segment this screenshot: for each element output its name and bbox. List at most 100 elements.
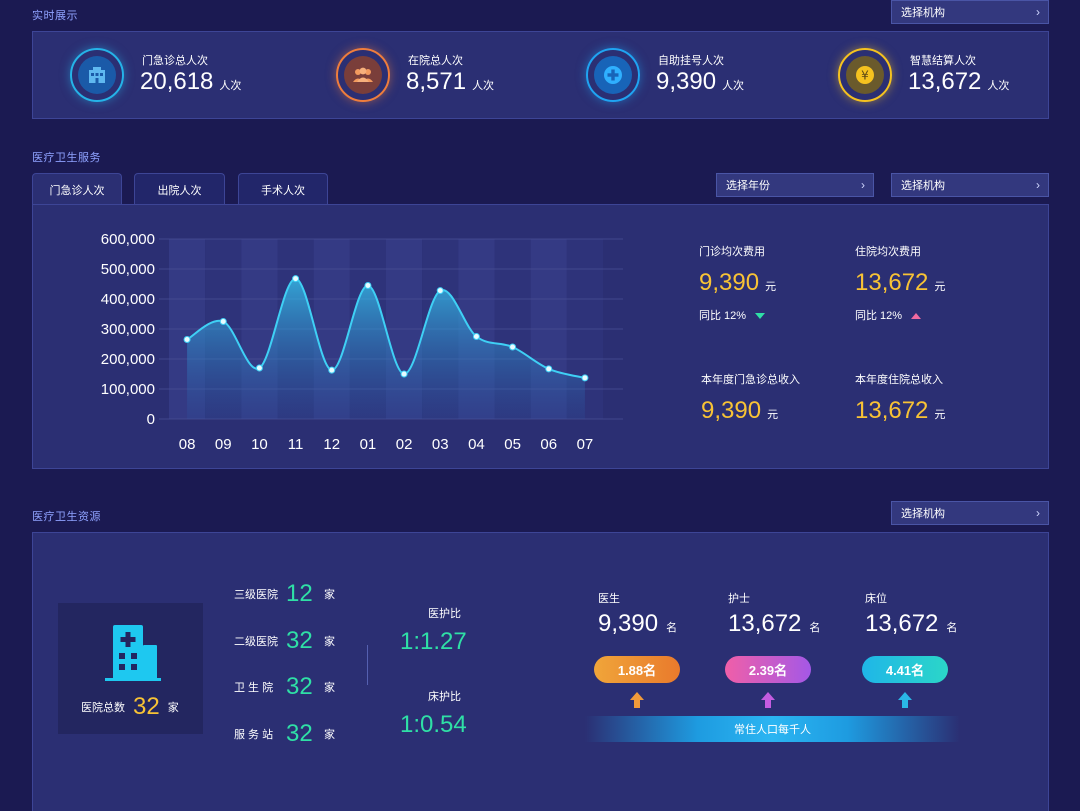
- level-value: 32: [286, 673, 313, 700]
- service-select-org[interactable]: 选择机构 ›: [891, 173, 1049, 197]
- chart-data-point: [581, 374, 589, 382]
- chart-y-tick-label: 100,000: [101, 381, 155, 398]
- ratio-label-bed-nurse: 床护比: [428, 691, 461, 703]
- stat-label: 在院总人次: [408, 55, 463, 67]
- fee-value: 9,390 元: [701, 397, 800, 425]
- staff-unit: 名: [946, 622, 958, 634]
- per-thousand-doctors-badge: 1.88名: [594, 656, 680, 683]
- chart-x-tick-label: 02: [396, 436, 413, 453]
- level-value: 32: [286, 627, 313, 654]
- hospital-total-value: 32: [133, 693, 160, 720]
- fee-unit: 元: [767, 409, 779, 421]
- fee-value: 13,672 元: [855, 397, 945, 425]
- chart-y-tick-label: 400,000: [101, 291, 155, 308]
- chevron-right-icon: ›: [1036, 506, 1040, 520]
- yen-coin-icon: ¥: [838, 48, 892, 102]
- stat-number: 8,571: [406, 68, 467, 95]
- stat-value: 9,390 人次: [656, 68, 744, 96]
- realtime-select-org-label: 选择机构: [901, 7, 945, 19]
- service-select-org-label: 选择机构: [901, 180, 945, 192]
- stat-value: 20,618 人次: [140, 68, 241, 96]
- staff-number: 13,672: [865, 610, 939, 637]
- level-row-tertiary: 三级医院 12 家: [234, 580, 335, 608]
- resources-select-org-label: 选择机构: [901, 508, 945, 520]
- stat-number: 13,672: [908, 68, 982, 95]
- per-thousand-population-bar: 常住人口每千人: [585, 716, 960, 742]
- level-unit: 家: [324, 636, 335, 648]
- tab-discharge[interactable]: 出院人次: [134, 173, 225, 205]
- chart-data-point: [436, 287, 444, 295]
- staff-number: 13,672: [728, 610, 802, 637]
- level-label: 服 务 站: [234, 729, 274, 741]
- chart-data-point: [328, 366, 336, 374]
- chart-data-point: [509, 343, 517, 351]
- staff-number: 9,390: [598, 610, 659, 637]
- staff-value: 9,390 名: [598, 610, 677, 638]
- chart-x-tick-label: 04: [468, 436, 485, 453]
- fee-number: 9,390: [701, 397, 762, 424]
- people-group-icon: [336, 48, 390, 102]
- level-label: 三级医院: [234, 589, 278, 601]
- fee-inpatient-avg: 住院均次费用 13,672 元 同比 12%: [855, 243, 945, 323]
- level-value: 32: [286, 720, 313, 747]
- trend-up-icon: [911, 313, 922, 319]
- fee-unit: 元: [934, 409, 946, 421]
- select-year[interactable]: 选择年份 ›: [716, 173, 874, 197]
- arrow-up-icon: [898, 692, 912, 708]
- fee-outpatient-income: 本年度门急诊总收入 9,390 元: [701, 371, 800, 425]
- ratio-value-doctor-nurse: 1:1.27: [400, 628, 467, 655]
- chart-data-point: [255, 364, 263, 372]
- stat-value: 13,672 人次: [908, 68, 1009, 96]
- chart-x-tick-label: 12: [323, 436, 340, 453]
- level-row-health-center: 卫 生 院 32 家: [234, 673, 335, 701]
- fee-yoy: 同比 12%: [855, 307, 945, 323]
- svg-text:¥: ¥: [861, 69, 869, 83]
- chart-x-tick-label: 05: [504, 436, 521, 453]
- chart-data-point: [292, 275, 300, 283]
- arrow-up-icon: [630, 692, 644, 708]
- staff-beds: 床位 13,672 名: [865, 590, 957, 638]
- chart-x-tick-label: 01: [360, 436, 377, 453]
- staff-label: 护士: [728, 593, 750, 605]
- fee-label: 门诊均次费用: [699, 246, 765, 258]
- per-thousand-nurses-badge: 2.39名: [725, 656, 811, 683]
- ratio-value-bed-nurse: 1:0.54: [400, 711, 467, 738]
- fee-inpatient-income: 本年度住院总收入 13,672 元: [855, 371, 945, 425]
- fee-yoy: 同比 12%: [699, 307, 776, 323]
- chart-data-point: [183, 336, 191, 343]
- hospital-total-unit: 家: [167, 702, 179, 714]
- staff-nurses: 护士 13,672 名: [728, 590, 820, 638]
- realtime-select-org[interactable]: 选择机构 ›: [891, 0, 1049, 24]
- fee-unit: 元: [765, 281, 777, 293]
- chart-y-tick-label: 300,000: [101, 321, 155, 338]
- staff-doctors: 医生 9,390 名: [598, 590, 677, 638]
- level-unit: 家: [324, 729, 335, 741]
- stat-label: 智慧结算人次: [910, 55, 976, 67]
- chart-x-tick-label: 06: [540, 436, 557, 453]
- fee-unit: 元: [934, 281, 946, 293]
- ratio-label-doctor-nurse: 医护比: [428, 608, 461, 620]
- level-row-secondary: 二级医院 32 家: [234, 627, 335, 655]
- level-row-service-station: 服 务 站 32 家: [234, 720, 335, 748]
- fee-yoy-text: 同比 12%: [699, 310, 747, 322]
- stat-unit: 人次: [987, 80, 1010, 92]
- chart-y-tick-label: 500,000: [101, 261, 155, 278]
- tab-outpatient[interactable]: 门急诊人次: [32, 173, 122, 206]
- chart-x-tick-label: 09: [215, 436, 232, 453]
- stat-value: 8,571 人次: [406, 68, 494, 96]
- stat-unit: 人次: [219, 80, 242, 92]
- staff-unit: 名: [809, 622, 821, 634]
- chart-x-tick-label: 08: [179, 436, 196, 453]
- chevron-right-icon: ›: [861, 178, 865, 192]
- tab-surgery[interactable]: 手术人次: [238, 173, 328, 205]
- chart-data-point: [545, 365, 553, 373]
- fee-number: 9,390: [699, 269, 760, 296]
- service-panel: 600,000 500,000 400,000 300,000 200,000 100,0…: [32, 204, 1049, 469]
- level-label: 二级医院: [234, 636, 278, 648]
- arrow-up-icon: [761, 692, 775, 708]
- fee-label: 住院均次费用: [855, 246, 921, 258]
- hospital-building-icon: [70, 48, 124, 102]
- hospital-total: 医院总数 32 家: [81, 693, 179, 721]
- chart-data-point: [364, 282, 372, 289]
- resources-select-org[interactable]: 选择机构 ›: [891, 501, 1049, 525]
